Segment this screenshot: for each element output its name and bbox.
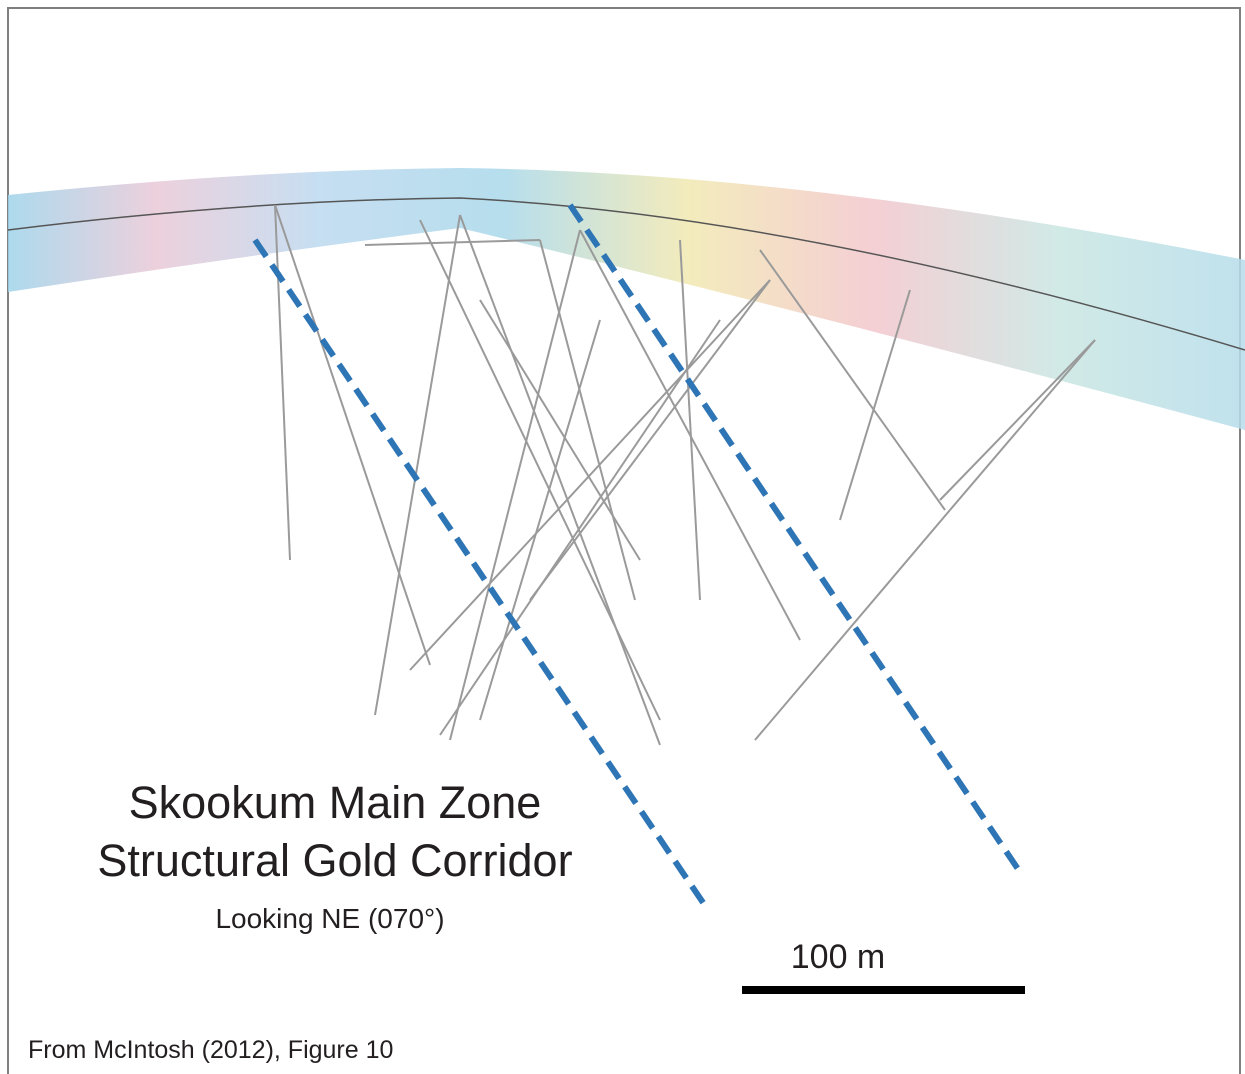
frame — [8, 8, 1240, 1074]
figure: Skookum Main Zone Structural Gold Corrid… — [0, 0, 1245, 1074]
drill-hole — [755, 510, 950, 740]
subtitle: Looking NE (070°) — [215, 903, 444, 934]
surface-band — [8, 168, 1245, 430]
source-note: From McIntosh (2012), Figure 10 — [28, 1036, 393, 1064]
drill-hole — [410, 280, 770, 670]
drill-hole — [375, 215, 460, 715]
scale-label: 100 m — [791, 938, 886, 976]
drill-hole — [480, 300, 640, 560]
drill-hole — [450, 230, 580, 740]
drill-hole — [480, 320, 600, 720]
title-line2: Structural Gold Corridor — [97, 835, 572, 886]
drill-hole — [420, 220, 660, 720]
drill-hole — [275, 205, 430, 665]
page: Skookum Main Zone Structural Gold Corrid… — [0, 0, 1245, 1074]
title-line1: Skookum Main Zone — [129, 777, 542, 828]
drill-hole — [365, 240, 540, 245]
drill-hole — [440, 320, 720, 735]
drill-hole — [275, 205, 290, 560]
